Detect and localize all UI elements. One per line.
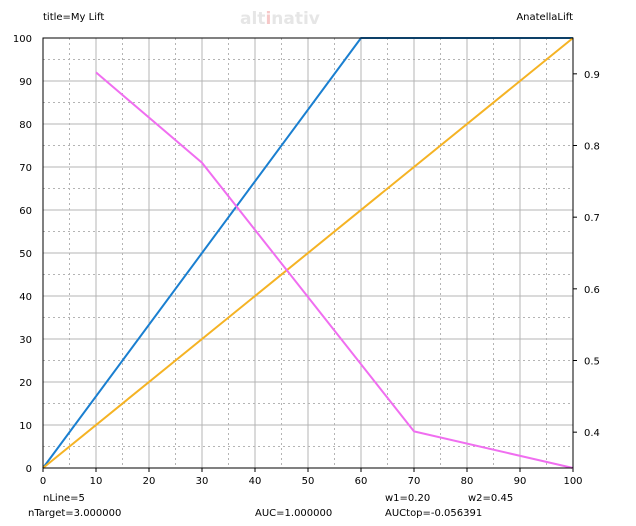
x-tick-label: 60 [355, 476, 368, 487]
x-tick-label: 0 [40, 476, 46, 487]
series-line-2 [42, 37, 574, 469]
y-tick-label: 40 [19, 292, 32, 303]
y-tick-label: 100 [13, 34, 32, 45]
right-title: AnatellaLift [516, 12, 573, 23]
x-tick-label: 100 [563, 476, 582, 487]
chart-title: title=My Lift [43, 12, 104, 23]
series-line-3 [95, 71, 574, 469]
auctop-label: AUCtop=-0.056391 [385, 508, 482, 519]
y-tick-label: 30 [19, 335, 32, 346]
x-tick-label: 80 [461, 476, 474, 487]
y2-tick-label: 0.7 [584, 213, 600, 224]
y-tick-label: 80 [19, 120, 32, 131]
tick-labels: 0 10 20 30 40 50 60 70 80 90 100 0 10 20 30 40 50 60 70 80 9… [13, 34, 600, 487]
brand-part-1: alt [240, 9, 265, 29]
x-tick-label: 40 [249, 476, 262, 487]
y-tick-label: 50 [19, 249, 32, 260]
x-tick-label: 30 [196, 476, 209, 487]
y-tick-label: 90 [19, 77, 32, 88]
y2-tick-label: 0.8 [584, 142, 600, 153]
nline-label: nLine=5 [43, 493, 85, 504]
x-tick-label: 90 [514, 476, 527, 487]
grid [42, 37, 574, 469]
x-tick-label: 70 [408, 476, 421, 487]
x-tick-label: 10 [90, 476, 103, 487]
w1-label: w1=0.20 [385, 493, 430, 504]
y2-tick-label: 0.9 [584, 70, 600, 81]
w2-label: w2=0.45 [468, 493, 513, 504]
y-tick-label: 10 [19, 421, 32, 432]
brand-part-3: nativ [271, 9, 320, 29]
y2-tick-label: 0.6 [584, 285, 600, 296]
y2-tick-label: 0.5 [584, 357, 600, 368]
y-tick-label: 60 [19, 206, 32, 217]
y-tick-label: 70 [19, 163, 32, 174]
auc-label: AUC=1.000000 [255, 508, 332, 519]
plot-frame [42, 37, 574, 469]
x-tick-label: 50 [302, 476, 315, 487]
ntarget-label: nTarget=3.000000 [28, 508, 121, 519]
y2-tick-label: 0.4 [584, 428, 600, 439]
brand-part-2: i [265, 9, 271, 29]
y-tick-label: 0 [26, 464, 32, 475]
y-tick-label: 20 [19, 378, 32, 389]
brand-watermark: altinativ [240, 9, 320, 29]
x-tick-label: 20 [143, 476, 156, 487]
